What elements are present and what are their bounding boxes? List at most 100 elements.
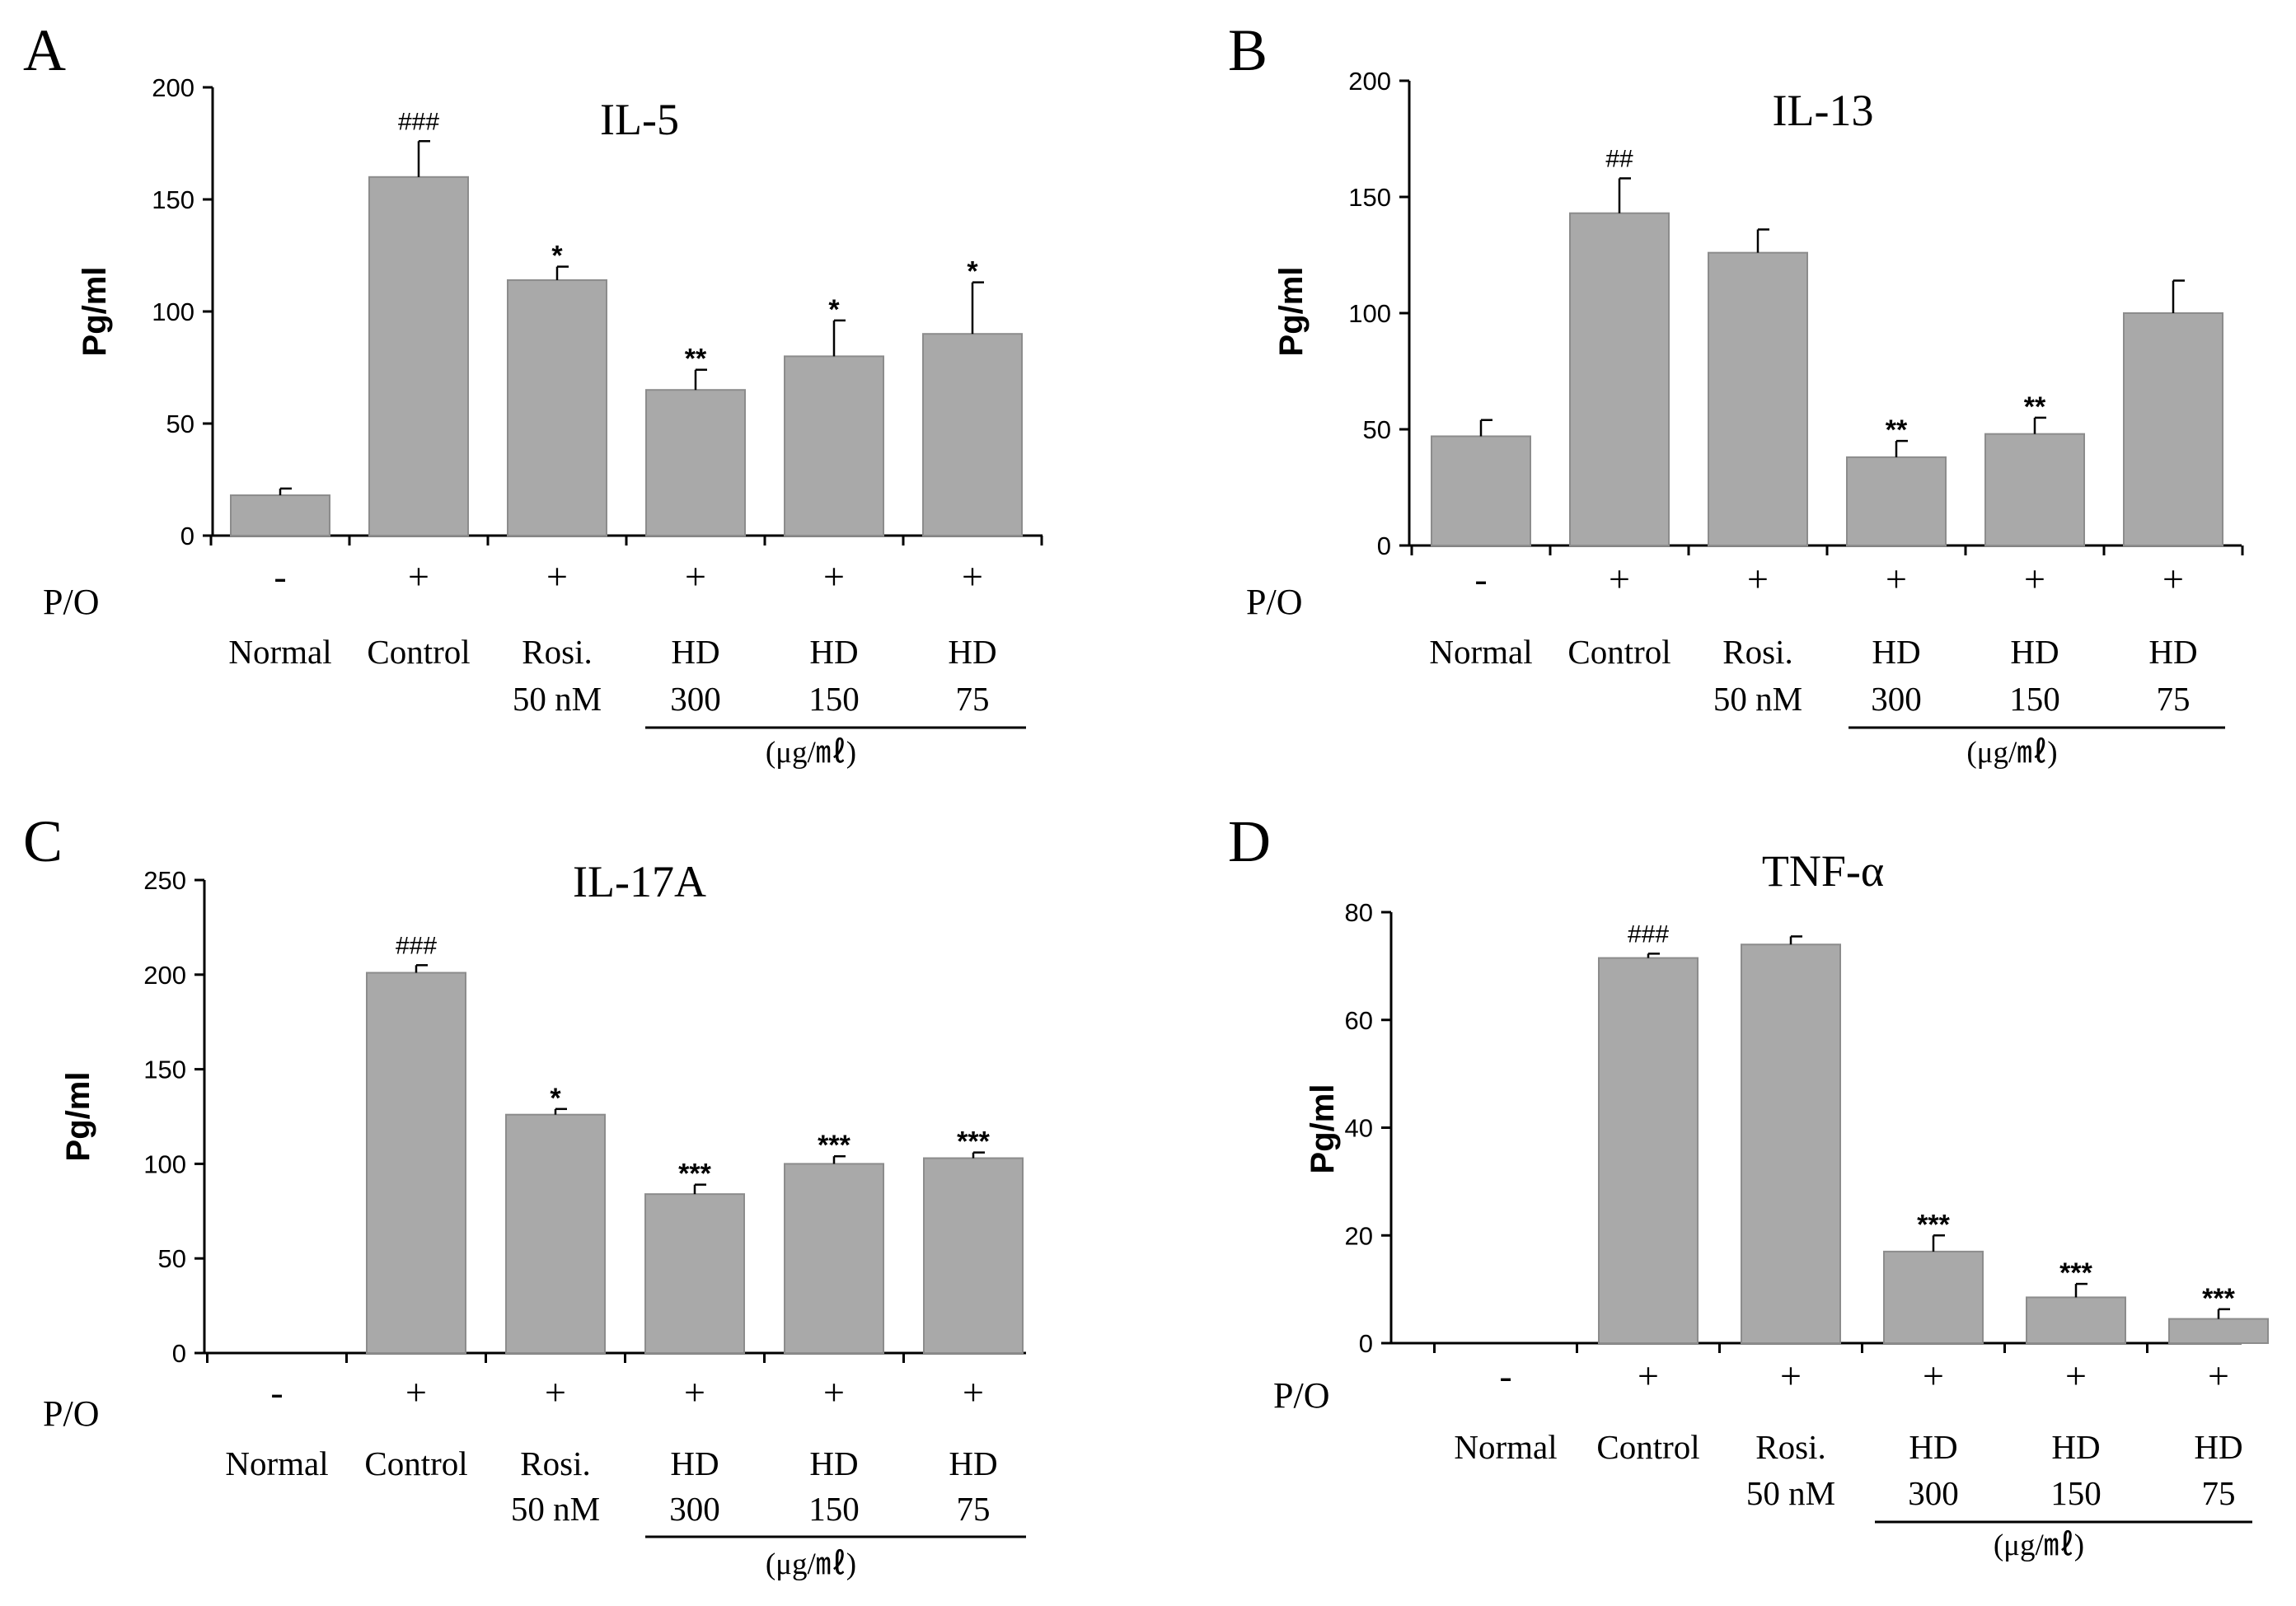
bar — [2168, 1318, 2269, 1345]
y-tick-label: 200 — [1348, 67, 1391, 96]
category-label: 50 nM — [1746, 1474, 1835, 1512]
treatment-sign: + — [2162, 558, 2184, 600]
panel-letter: C — [23, 808, 63, 874]
y-tick-label: 100 — [152, 297, 194, 326]
category-label: 150 — [2009, 680, 2060, 718]
bar — [368, 176, 469, 537]
bar — [1569, 212, 1670, 546]
y-tick-label: 0 — [172, 1339, 186, 1368]
significance-label: *** — [2202, 1283, 2235, 1314]
category-label: Rosi. — [1755, 1428, 1825, 1466]
panel-a: A IL-5 0 50 100 150 200 Pg/ml P/O - Normal ### + Cont… — [23, 17, 1043, 770]
treatment-sign: + — [405, 1371, 427, 1413]
po-label: P/O — [1246, 582, 1302, 622]
treatment-sign: + — [1923, 1355, 1944, 1397]
treatment-sign: + — [823, 1371, 845, 1413]
y-tick-label: 80 — [1345, 898, 1373, 927]
category-label: 50 nM — [511, 1490, 600, 1528]
significance-label: * — [967, 256, 978, 288]
chart-title: IL-5 — [600, 95, 679, 144]
panel-letter: A — [23, 17, 66, 83]
treatment-sign: - — [1499, 1355, 1511, 1397]
significance-label: *** — [678, 1159, 711, 1190]
chart-title: IL-17A — [573, 857, 706, 906]
unit-label: (μg/㎖) — [766, 736, 856, 770]
significance-label: ### — [396, 932, 437, 959]
category-label: Control — [364, 1444, 467, 1482]
y-tick-label: 150 — [143, 1056, 186, 1084]
category-label: Rosi. — [522, 633, 592, 671]
y-tick-label: 50 — [158, 1244, 186, 1273]
y-axis-label: Pg/ml — [60, 1072, 96, 1162]
panel-c: C IL-17A 0 50 100 150 200 250 Pg/ml P/O - Normal ###… — [23, 808, 1026, 1581]
significance-label: ** — [1886, 414, 1908, 446]
category-label: 50 nM — [1713, 680, 1802, 718]
significance-label: * — [550, 1083, 561, 1114]
treatment-sign: + — [1638, 1355, 1659, 1397]
category-label: 300 — [669, 1490, 720, 1528]
treatment-sign: + — [684, 1371, 705, 1413]
category-label: HD — [949, 1444, 997, 1482]
y-tick-label: 0 — [180, 522, 194, 550]
panel-d: D TNF-α 0 20 40 60 80 Pg/ml P/O - Normal ### + Contro… — [1228, 808, 2269, 1562]
bar — [505, 1113, 606, 1354]
bar — [784, 1163, 884, 1355]
category-label: Normal — [228, 633, 331, 671]
y-axis-label: Pg/ml — [1305, 1084, 1341, 1174]
significance-label: * — [551, 241, 563, 272]
significance-label: *** — [957, 1126, 990, 1158]
treatment-sign: + — [546, 555, 568, 597]
significance-label: *** — [2059, 1257, 2092, 1289]
po-label: P/O — [43, 1393, 99, 1434]
treatment-sign: + — [963, 1371, 984, 1413]
treatment-sign: + — [962, 555, 983, 597]
category-label: Normal — [1429, 633, 1532, 671]
bar — [644, 1193, 745, 1354]
y-axis-label: Pg/ml — [77, 267, 113, 357]
category-label: 75 — [956, 680, 990, 718]
y-tick-label: 150 — [152, 185, 194, 214]
significance-label: ## — [1605, 145, 1633, 172]
category-label: HD — [671, 633, 719, 671]
category-label: HD — [2194, 1428, 2242, 1466]
significance-label: ### — [1628, 920, 1669, 948]
chart-title: TNF-α — [1762, 846, 1884, 896]
category-label: Normal — [1454, 1428, 1557, 1466]
y-tick-label: 150 — [1348, 183, 1391, 212]
y-tick-label: 200 — [143, 961, 186, 990]
po-label: P/O — [1273, 1375, 1329, 1416]
significance-label: ** — [685, 344, 707, 375]
bar — [923, 1157, 1024, 1354]
y-tick-label: 20 — [1345, 1221, 1373, 1250]
treatment-sign: + — [1886, 558, 1907, 600]
significance-label: *** — [1917, 1209, 1950, 1240]
category-label: HD — [948, 633, 996, 671]
bar — [1431, 435, 1531, 547]
treatment-sign: + — [2208, 1355, 2229, 1397]
significance-label: ### — [398, 108, 439, 135]
bar — [2026, 1296, 2126, 1345]
category-label: 150 — [808, 680, 860, 718]
bar — [1883, 1250, 1984, 1345]
po-label: P/O — [43, 582, 99, 622]
unit-label: (μg/㎖) — [1966, 736, 2057, 770]
treatment-sign: + — [2024, 558, 2045, 600]
y-tick-label: 100 — [1348, 299, 1391, 328]
category-label: 300 — [1871, 680, 1922, 718]
category-label: 300 — [1908, 1474, 1959, 1512]
bar — [366, 972, 466, 1355]
bar — [2123, 312, 2223, 546]
category-label: HD — [2051, 1428, 2100, 1466]
y-axis-label: Pg/ml — [1273, 267, 1310, 357]
treatment-sign: - — [274, 555, 286, 597]
category-label: 150 — [2050, 1474, 2102, 1512]
category-label: Control — [1596, 1428, 1699, 1466]
y-tick-label: 50 — [166, 410, 194, 438]
category-label: HD — [809, 1444, 858, 1482]
treatment-sign: + — [2065, 1355, 2087, 1397]
category-label: Control — [367, 633, 470, 671]
category-label: 50 nM — [513, 680, 602, 718]
category-label: HD — [809, 633, 858, 671]
bar — [1984, 433, 2085, 547]
chart-title: IL-13 — [1773, 86, 1874, 135]
